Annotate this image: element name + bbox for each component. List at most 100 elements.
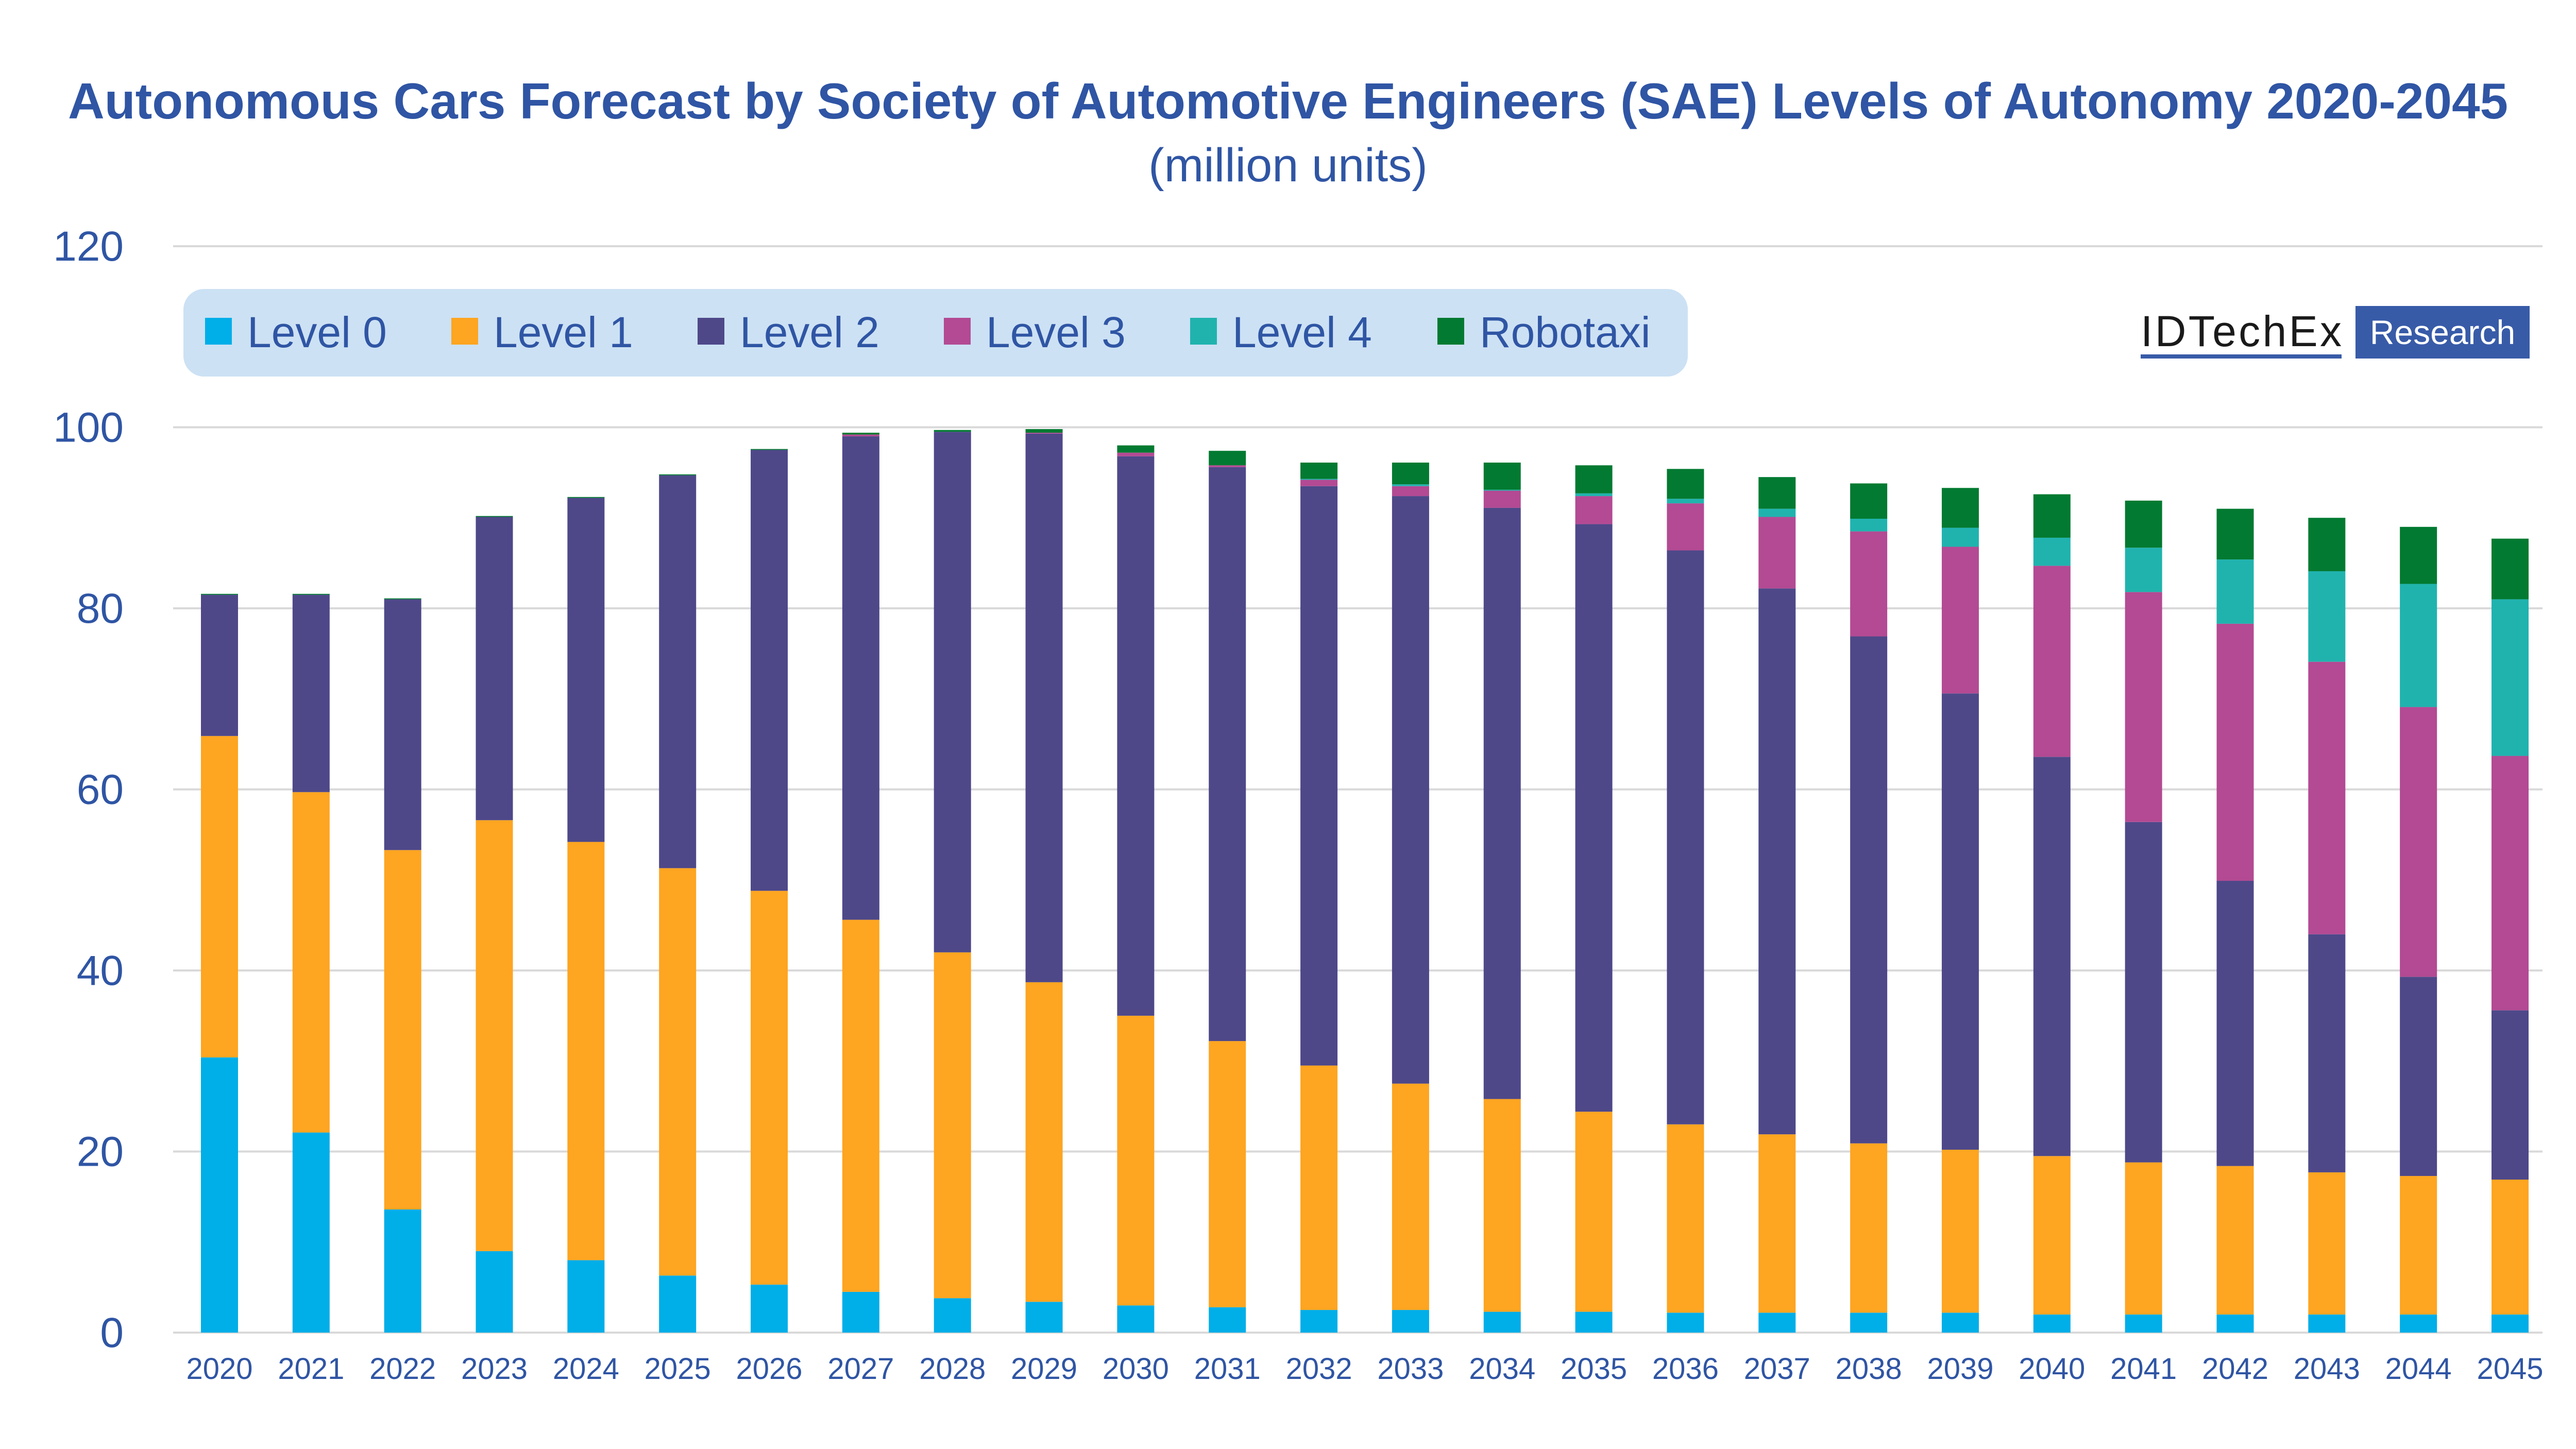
bar-segment-robotaxi [201,593,238,595]
bar-segment-level-1 [1483,1099,1521,1312]
bar-segment-level-4 [1300,479,1338,480]
bar-segment-level-2 [1117,456,1155,1016]
bar-segment-robotaxi [1850,483,1888,519]
bar-segment-level-1 [201,736,238,1058]
legend: Level 0 Level 1 Level 2 Level 3 Level 4 Robot… [183,289,1688,377]
bar-segment-robotaxi [1758,477,1796,509]
legend-swatch [698,318,724,345]
bar-segment-level-1 [1941,1149,1979,1313]
bar-stack-2027 [842,433,879,1333]
bar-stack-2030 [1117,445,1155,1333]
bar-stack-2042 [2216,508,2254,1333]
bar-segment-level-0 [1483,1311,1521,1333]
bar-segment-level-0 [476,1251,513,1333]
bar-segment-level-2 [2400,977,2437,1176]
legend-swatch [205,318,232,345]
logo-tag: Research [2370,313,2515,351]
legend-item-level-1: Level 1 [451,308,633,356]
bar-stack-2023 [476,516,513,1333]
bar-segment-level-2 [567,498,605,842]
logo-name: IDTechEx [2141,307,2342,355]
legend-item-level-0: Level 0 [205,308,387,356]
x-tick-label: 2037 [1744,1352,1810,1386]
bar-segment-level-1 [751,891,788,1285]
bar-segment-level-0 [1758,1312,1796,1333]
bar-segment-level-1 [384,850,421,1209]
bar-segment-level-0 [2400,1314,2437,1333]
bars [201,429,2529,1333]
legend-swatch [944,318,971,345]
bar-segment-level-2 [1025,433,1063,982]
bar-segment-level-0 [2308,1314,2346,1333]
bar-stack-2020 [201,593,238,1333]
bar-segment-level-0 [1025,1302,1063,1333]
bar-segment-level-3 [2125,592,2162,822]
bar-segment-robotaxi [2400,526,2437,584]
bar-stack-2021 [292,593,330,1333]
legend-swatch [1190,318,1217,345]
y-tick-label: 100 [53,404,124,451]
bar-stack-2039 [1941,488,1979,1333]
bar-segment-level-0 [659,1275,697,1333]
bar-segment-level-0 [2125,1314,2162,1333]
x-tick-label: 2027 [827,1352,894,1386]
bar-segment-level-3 [842,434,879,437]
bar-segment-robotaxi [1025,429,1063,433]
bar-segment-level-0 [201,1057,238,1333]
bar-segment-robotaxi [934,430,971,432]
bar-segment-level-4 [2400,584,2437,707]
bar-segment-robotaxi [1575,465,1613,493]
x-tick-label: 2044 [2385,1352,2452,1386]
bar-stack-2040 [2033,494,2071,1333]
bar-segment-level-1 [934,952,971,1299]
bar-stack-2032 [1300,463,1338,1333]
bar-segment-level-3 [1483,490,1521,508]
bar-stack-2033 [1392,463,1429,1333]
bar-segment-level-2 [1575,524,1613,1112]
bar-stack-2043 [2308,518,2346,1333]
bar-segment-level-3 [2492,756,2529,1011]
bar-stack-2038 [1850,483,1888,1333]
bar-segment-level-3 [1758,517,1796,589]
x-tick-label: 2025 [645,1352,711,1386]
bar-segment-robotaxi [1117,445,1155,453]
bar-segment-level-0 [1575,1311,1613,1333]
x-tick-label: 2041 [2110,1352,2177,1386]
bar-segment-level-3 [1941,547,1979,694]
bar-segment-level-0 [1850,1312,1888,1333]
x-tick-label: 2020 [186,1352,252,1386]
x-tick-label: 2031 [1194,1352,1261,1386]
bar-segment-level-0 [2492,1314,2529,1333]
x-tick-label: 2026 [736,1352,803,1386]
bar-segment-robotaxi [1483,463,1521,490]
logo-underline [2141,354,2342,359]
bar-segment-level-4 [1483,489,1521,491]
bar-segment-level-0 [2216,1314,2254,1333]
legend-label: Level 4 [1232,308,1372,356]
bar-stack-2028 [934,430,971,1333]
bar-segment-level-0 [384,1209,421,1333]
legend-label: Level 3 [986,308,1126,356]
bar-segment-level-3 [1392,486,1429,497]
x-tick-label: 2030 [1103,1352,1169,1386]
bar-segment-level-3 [1209,465,1246,467]
bar-segment-level-0 [1209,1307,1246,1333]
legend-item-level-4: Level 4 [1190,308,1372,356]
bar-segment-level-1 [2033,1156,2071,1315]
x-axis-ticks: 2020 2021 2022 2023 2024 2025 2026 2027 2028 2029… [186,1352,2543,1386]
bar-segment-level-3 [2033,566,2071,757]
chart-title: Autonomous Cars Forecast by Society of A… [68,73,2508,129]
bar-segment-level-0 [1300,1310,1338,1333]
bar-segment-level-2 [1209,467,1246,1042]
bar-segment-robotaxi [2308,518,2346,571]
bar-segment-level-1 [292,792,330,1133]
bar-segment-robotaxi [1392,463,1429,485]
bar-segment-level-1 [2125,1162,2162,1315]
bar-segment-robotaxi [2216,508,2254,560]
bar-segment-level-4 [1941,527,1979,547]
x-tick-label: 2029 [1011,1352,1077,1386]
bar-stack-2044 [2400,526,2437,1333]
x-tick-label: 2038 [1836,1352,1902,1386]
y-tick-label: 40 [77,947,124,994]
